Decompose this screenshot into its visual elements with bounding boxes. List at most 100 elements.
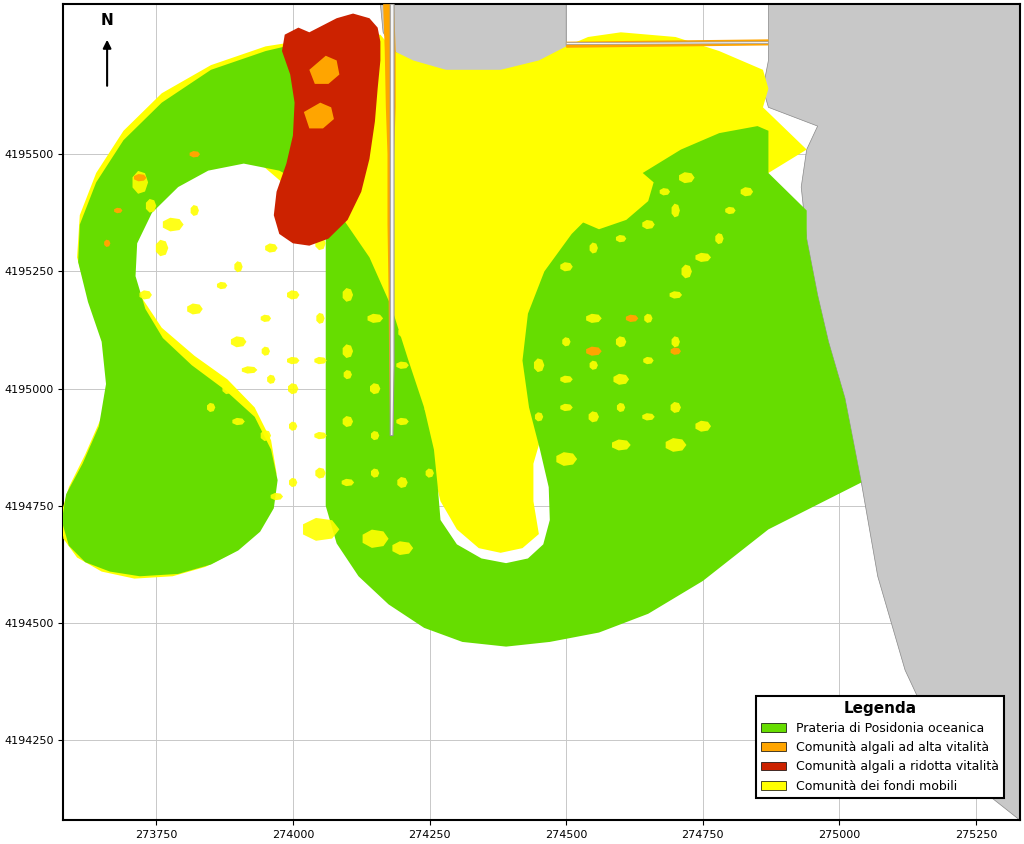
Polygon shape — [716, 233, 724, 244]
Polygon shape — [315, 236, 326, 250]
Polygon shape — [261, 315, 271, 322]
Polygon shape — [187, 304, 203, 315]
Polygon shape — [643, 357, 653, 365]
Polygon shape — [207, 403, 215, 412]
Polygon shape — [383, 4, 395, 436]
Polygon shape — [398, 327, 407, 337]
Polygon shape — [396, 361, 409, 369]
Polygon shape — [695, 420, 711, 431]
Polygon shape — [261, 430, 271, 441]
Polygon shape — [586, 347, 602, 356]
Polygon shape — [217, 282, 227, 289]
Polygon shape — [534, 359, 545, 372]
Legend: Prateria di Posidonia oceanica, Comunità algali ad alta vitalità, Comunità algal: Prateria di Posidonia oceanica, Comunità… — [756, 695, 1004, 798]
Polygon shape — [478, 403, 490, 411]
Polygon shape — [371, 468, 379, 478]
Polygon shape — [763, 4, 1020, 820]
Polygon shape — [289, 422, 297, 430]
Polygon shape — [666, 438, 686, 452]
Polygon shape — [303, 518, 339, 541]
Polygon shape — [556, 452, 578, 466]
Polygon shape — [507, 327, 517, 338]
Polygon shape — [60, 32, 807, 579]
Polygon shape — [508, 375, 516, 384]
Polygon shape — [590, 360, 598, 370]
Polygon shape — [488, 474, 514, 490]
Polygon shape — [262, 347, 270, 356]
Polygon shape — [369, 230, 382, 238]
Polygon shape — [380, 4, 566, 79]
Polygon shape — [267, 375, 275, 384]
Polygon shape — [451, 338, 464, 345]
Polygon shape — [371, 431, 379, 441]
Polygon shape — [189, 151, 200, 158]
Polygon shape — [61, 37, 861, 647]
Polygon shape — [535, 412, 544, 421]
Polygon shape — [560, 262, 572, 271]
Polygon shape — [104, 240, 111, 247]
Polygon shape — [670, 291, 682, 299]
Polygon shape — [163, 218, 183, 231]
Polygon shape — [426, 468, 434, 478]
Polygon shape — [114, 208, 123, 214]
Polygon shape — [612, 440, 631, 451]
Polygon shape — [402, 126, 653, 230]
Polygon shape — [134, 174, 146, 181]
Polygon shape — [265, 243, 278, 252]
Polygon shape — [390, 4, 394, 436]
Polygon shape — [695, 253, 711, 262]
Polygon shape — [453, 412, 461, 421]
Polygon shape — [642, 414, 654, 420]
Polygon shape — [270, 493, 283, 500]
Polygon shape — [222, 383, 232, 394]
Polygon shape — [309, 56, 339, 84]
Polygon shape — [426, 347, 434, 356]
Polygon shape — [273, 14, 380, 246]
Polygon shape — [145, 199, 157, 213]
Polygon shape — [314, 357, 327, 365]
Polygon shape — [534, 251, 545, 264]
Polygon shape — [740, 187, 753, 197]
Polygon shape — [343, 344, 353, 358]
Polygon shape — [396, 418, 409, 425]
Polygon shape — [642, 220, 654, 229]
Polygon shape — [452, 360, 463, 371]
Polygon shape — [316, 313, 325, 324]
Polygon shape — [507, 407, 517, 418]
Polygon shape — [453, 497, 484, 515]
Text: N: N — [100, 13, 114, 28]
Polygon shape — [562, 338, 570, 346]
Polygon shape — [626, 315, 638, 322]
Polygon shape — [286, 219, 301, 230]
Polygon shape — [343, 288, 353, 302]
Polygon shape — [230, 336, 247, 347]
Polygon shape — [679, 172, 694, 183]
Polygon shape — [659, 188, 670, 196]
Polygon shape — [504, 239, 520, 248]
Polygon shape — [342, 479, 354, 486]
Polygon shape — [232, 418, 245, 425]
Polygon shape — [397, 252, 408, 262]
Polygon shape — [560, 403, 572, 411]
Polygon shape — [304, 103, 334, 128]
Polygon shape — [671, 402, 681, 413]
Polygon shape — [451, 241, 464, 255]
Polygon shape — [589, 411, 599, 422]
Polygon shape — [566, 41, 768, 45]
Polygon shape — [566, 40, 768, 48]
Polygon shape — [479, 219, 489, 230]
Polygon shape — [132, 171, 148, 194]
Polygon shape — [392, 541, 413, 555]
Polygon shape — [586, 314, 602, 323]
Polygon shape — [344, 370, 352, 379]
Polygon shape — [671, 348, 681, 354]
Polygon shape — [615, 235, 627, 242]
Polygon shape — [156, 240, 168, 257]
Polygon shape — [672, 203, 680, 218]
Polygon shape — [425, 402, 435, 413]
Polygon shape — [190, 205, 199, 216]
Polygon shape — [370, 383, 380, 394]
Polygon shape — [289, 478, 297, 487]
Polygon shape — [672, 336, 680, 347]
Polygon shape — [616, 403, 626, 412]
